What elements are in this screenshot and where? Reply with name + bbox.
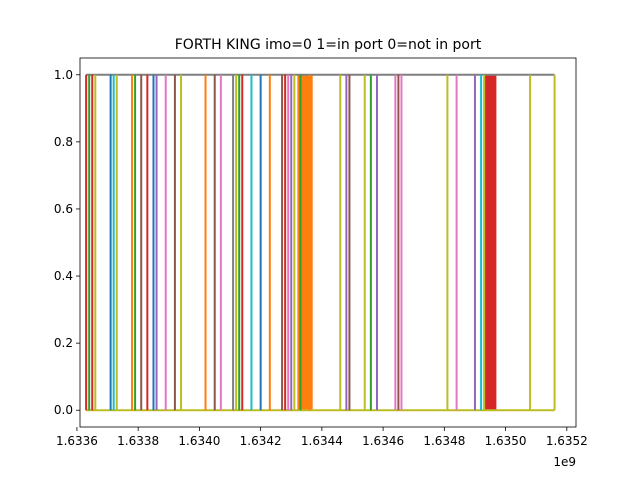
x-tick-label: 1.6346 [362,434,404,448]
x-tick-label: 1.6350 [485,434,527,448]
filled-bands [297,74,497,411]
series-group [85,73,556,412]
x-axis: 1.6336 1.6338 1.6340 1.6342 1.6344 1.6346 1.63… [56,427,588,448]
y-tick-label: 0.8 [54,135,73,149]
y-tick-label: 0.4 [54,269,73,283]
y-tick-label: 0.2 [54,336,73,350]
chart-title: FORTH KING imo=0 1=in port 0=not in port [175,37,482,53]
filled-band-1 [484,74,497,411]
x-tick-label: 1.6340 [178,434,220,448]
x-tick-label: 1.6336 [56,434,98,448]
y-tick-label: 0.0 [54,403,73,417]
y-tick-label: 0.6 [54,202,73,216]
x-tick-label: 1.6338 [117,434,159,448]
x-tick-label: 1.6352 [546,434,588,448]
plot-frame [79,57,577,428]
x-tick-label: 1.6342 [240,434,282,448]
y-tick-label: 1.0 [54,68,73,82]
x-tick-label: 1.6348 [423,434,465,448]
x-tick-label: 1.6344 [301,434,343,448]
y-axis: 0.0 0.2 0.4 0.6 0.8 1.0 [54,68,80,417]
x-offset-label: 1e9 [553,455,576,469]
